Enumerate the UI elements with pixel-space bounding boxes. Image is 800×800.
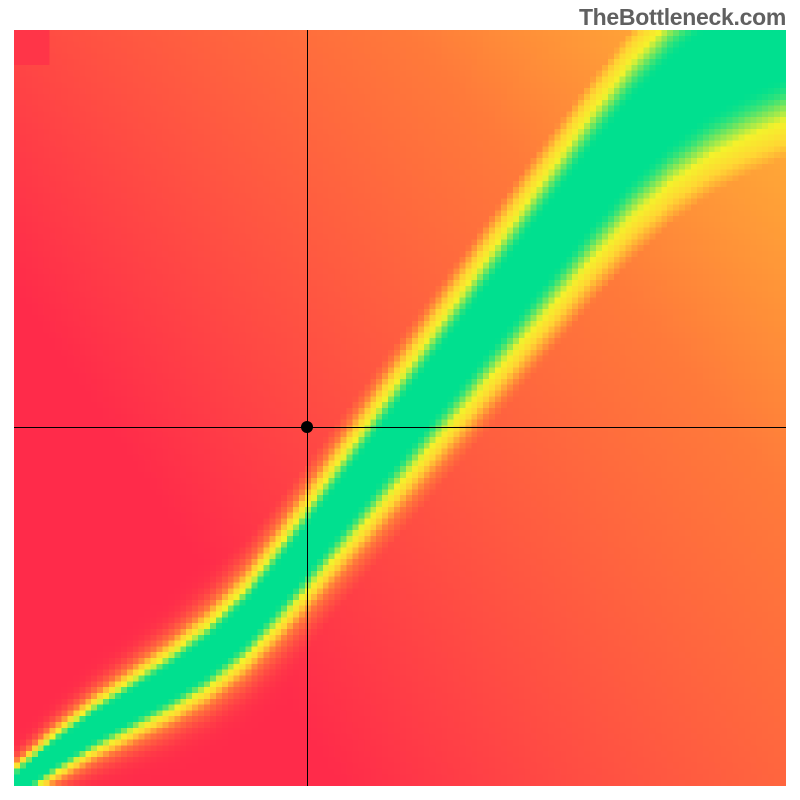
chart-container: TheBottleneck.com bbox=[0, 0, 800, 800]
plot-area bbox=[14, 30, 786, 786]
crosshair-vertical bbox=[307, 30, 308, 786]
watermark-text: TheBottleneck.com bbox=[579, 4, 786, 31]
crosshair-dot bbox=[301, 421, 313, 433]
heatmap-canvas bbox=[14, 30, 786, 786]
crosshair-horizontal bbox=[14, 427, 786, 428]
